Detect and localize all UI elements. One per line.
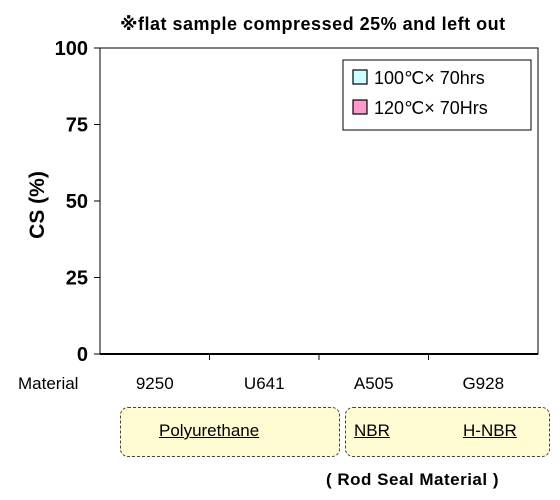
chart-note: ※flat sample compressed 25% and left out [120,14,506,34]
x-tick-label: A505 [354,374,394,393]
group-nbr-box: NBR H-NBR [345,407,550,457]
y-tick-label: 0 [77,344,88,366]
y-tick-label: 75 [66,115,88,137]
x-axis-label: Material [18,374,78,393]
labels: 0 25 50 75 100 9250 U641 A505 G928 Material CS (%) [18,38,504,393]
y-axis-label: CS (%) [26,171,49,239]
legend: 100℃× 70hrs 120℃× 70Hrs [342,59,532,131]
x-tick-label: G928 [462,374,504,393]
x-tick-label: 9250 [136,374,174,393]
y-tick-label: 100 [55,38,88,60]
group-hnbr-label: H-NBR [463,421,517,440]
group-polyurethane-label: Polyurethane [159,421,260,440]
x-tick-label: U641 [244,374,285,393]
legend-box [342,59,532,131]
group-polyurethane-box: Polyurethane [120,407,340,457]
y-tick-label: 50 [66,191,88,213]
y-tick-label: 25 [66,268,88,290]
footnote: ( Rod Seal Material ) [326,470,499,489]
legend-label: 120℃× 70Hrs [374,98,488,118]
legend-swatch [352,99,368,115]
legend-swatch [352,69,368,85]
legend-label: 100℃× 70hrs [374,68,485,88]
group-nbr-label: NBR [354,421,390,440]
